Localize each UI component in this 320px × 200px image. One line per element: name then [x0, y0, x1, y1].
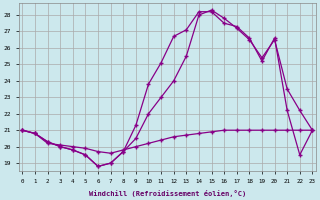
X-axis label: Windchill (Refroidissement éolien,°C): Windchill (Refroidissement éolien,°C)	[89, 190, 246, 197]
